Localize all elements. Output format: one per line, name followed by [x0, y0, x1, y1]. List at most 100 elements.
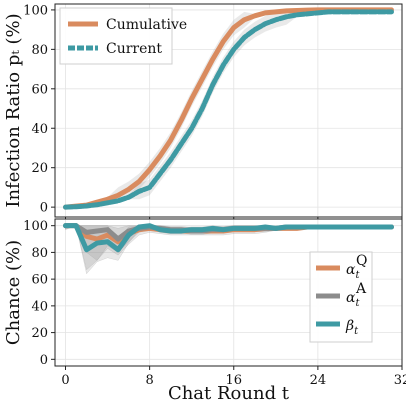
data-point	[285, 225, 288, 229]
data-point	[243, 36, 246, 39]
legend: Cumulative Current	[59, 7, 187, 65]
legend-superscript-1: A	[355, 281, 367, 297]
data-point	[306, 225, 309, 229]
data-point	[243, 18, 246, 21]
y-tick-label: 20	[31, 161, 48, 176]
legend-superscript-0: Q	[356, 253, 367, 269]
data-point	[127, 233, 130, 237]
x-tick-label: 32	[394, 373, 406, 388]
top-chart-panel: 0 20 40 60 80 100 Cumulative Current	[23, 3, 403, 221]
data-point	[137, 225, 141, 229]
x-axis-label: Chat Round t	[168, 383, 290, 404]
data-point	[190, 127, 193, 130]
y-ticks: 0 20 40 60 80 100	[23, 3, 55, 216]
data-point	[379, 225, 383, 229]
data-point	[358, 10, 362, 14]
y-axis-label-bottom: Chance (%)	[3, 240, 24, 345]
y-tick-label: 60	[31, 82, 48, 97]
data-point	[85, 248, 88, 251]
x-tick-label: 24	[310, 373, 327, 388]
series-line-1	[63, 9, 394, 210]
data-point	[95, 203, 99, 206]
data-point	[179, 119, 183, 122]
legend-label-1: Current	[106, 41, 162, 57]
axis-labels: Infection Ratio pₜ (%) Chance (%) Chat Rou…	[3, 13, 290, 404]
data-point	[211, 58, 214, 61]
data-point	[85, 235, 88, 238]
data-point	[179, 229, 183, 233]
x-tick-label: 0	[61, 373, 69, 388]
data-point	[158, 228, 162, 231]
y-ticks: 0 20 40 60 80 100	[23, 219, 55, 368]
data-point	[285, 9, 288, 13]
y-tick-label: 100	[23, 3, 48, 18]
data-point	[274, 10, 278, 14]
series-points-2	[64, 224, 393, 251]
y-tick-label: 100	[23, 219, 48, 234]
y-tick-label: 80	[31, 246, 48, 261]
x-tick-label: 16	[225, 373, 242, 388]
data-point	[316, 11, 320, 15]
data-point	[295, 9, 299, 12]
data-point	[253, 28, 256, 31]
data-point	[274, 18, 278, 21]
data-point	[148, 224, 151, 227]
data-point	[64, 224, 67, 227]
data-point	[74, 224, 78, 227]
data-point	[201, 77, 204, 81]
data-point	[232, 227, 235, 230]
data-point	[74, 205, 78, 208]
data-point	[158, 154, 162, 158]
y-tick-label: 40	[31, 299, 48, 314]
data-point	[348, 10, 351, 14]
data-point	[232, 26, 235, 29]
series-line-2	[63, 223, 394, 253]
data-point	[106, 233, 109, 237]
data-point	[274, 227, 278, 230]
data-point	[148, 186, 151, 189]
data-point	[316, 225, 320, 229]
data-point	[95, 241, 99, 245]
series-lines	[63, 7, 394, 210]
data-point	[116, 248, 120, 251]
data-point	[211, 83, 214, 87]
y-axis-label-top: Infection Ratio pₜ (%)	[3, 13, 24, 207]
series-points-1	[64, 10, 393, 209]
plot-frame	[54, 218, 403, 367]
data-point	[169, 229, 172, 233]
data-point	[243, 227, 246, 230]
data-point	[337, 225, 341, 229]
data-point	[264, 225, 267, 229]
data-point	[148, 168, 151, 171]
data-point	[106, 201, 109, 204]
data-point	[390, 10, 393, 14]
data-point	[85, 231, 88, 234]
data-point	[116, 194, 120, 197]
data-point	[348, 225, 351, 229]
x-ticks: 0 8 16 24 32	[61, 366, 406, 388]
y-tick-label: 0	[40, 201, 48, 216]
data-point	[116, 237, 120, 241]
data-point	[190, 228, 193, 231]
data-point	[116, 199, 120, 203]
data-point	[222, 63, 225, 67]
data-point	[253, 14, 256, 18]
data-point	[179, 142, 183, 146]
data-point	[306, 8, 309, 12]
y-tick-label: 80	[31, 43, 48, 58]
data-point	[264, 11, 267, 15]
data-point	[95, 229, 99, 233]
data-point	[201, 107, 204, 110]
data-point	[222, 40, 225, 43]
y-tick-label: 40	[31, 122, 48, 137]
data-point	[201, 228, 204, 231]
data-point	[190, 97, 193, 100]
legend-label-0: Cumulative	[106, 17, 187, 33]
data-point	[264, 22, 267, 25]
data-point	[64, 205, 67, 209]
legend-box	[59, 7, 173, 65]
data-point	[106, 228, 109, 231]
